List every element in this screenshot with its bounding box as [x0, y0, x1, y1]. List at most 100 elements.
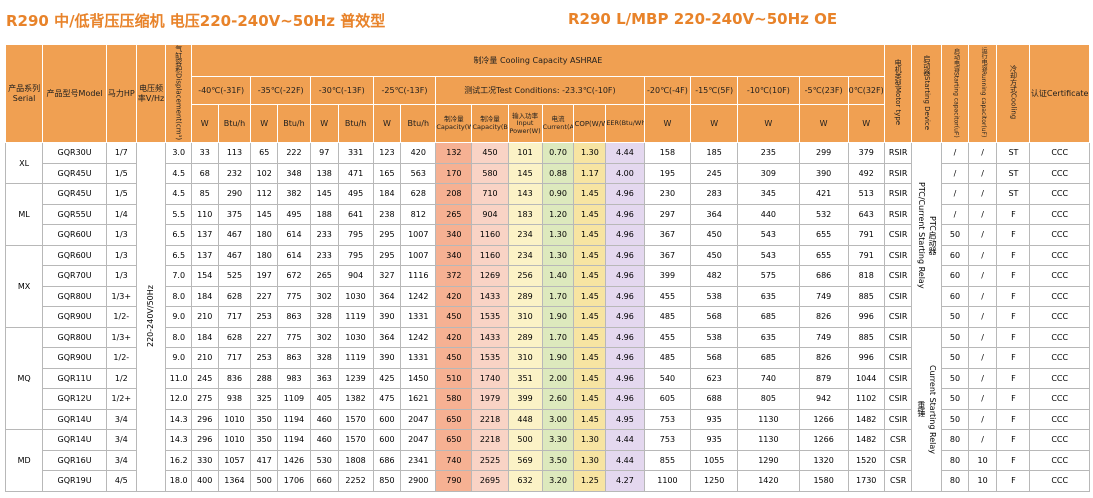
cell-btu-30: 795	[337, 224, 374, 246]
cell-starting-capacitor: 60	[941, 244, 969, 267]
cell-motor-type: CSR	[883, 429, 913, 451]
cell-motor-type: CSR	[883, 470, 913, 492]
cell-current: 3.20	[541, 470, 575, 492]
cell-btu-30: 1239	[337, 367, 374, 390]
cell-btu-35: 614	[277, 244, 311, 267]
cell-capacity-btu: 1740	[471, 367, 509, 390]
cell-w-35: 180	[250, 244, 278, 267]
cell-starting-capacitor: 80	[941, 429, 969, 451]
cell-btu-40: 938	[217, 388, 252, 410]
cell-running-capacitor: /	[967, 203, 998, 226]
cell-w-0: 885	[847, 326, 885, 349]
cell-certificate: CCC	[1029, 449, 1090, 472]
cell-w-30: 138	[309, 162, 339, 185]
cell-eer: 4.44	[605, 429, 645, 451]
cell-w-0: 885	[847, 285, 885, 308]
cell-certificate: CCC	[1029, 306, 1090, 328]
cell-hp: 1/5	[105, 162, 137, 185]
cell-hp: 3/4	[105, 408, 137, 431]
table-row: MD GQR14U 3/4 14.3 296 1010 350 1194 460 1570 600 2…	[4, 429, 1090, 492]
cell-starting-capacitor: 50	[941, 367, 969, 390]
cell-eer: 4.44	[605, 449, 645, 472]
cell-w-0: 791	[847, 224, 885, 246]
cell-input-power: 183	[507, 203, 543, 226]
cell-hp: 3/4	[105, 449, 137, 472]
cell-running-capacitor: /	[967, 224, 998, 246]
cell-w-40: 296	[190, 408, 219, 431]
header-starting-device: 启动器Starting Device	[911, 43, 943, 144]
cell-w-5: 299	[798, 142, 849, 164]
cell-hp: 1/5	[105, 183, 137, 205]
cell-motor-type: RSIR	[883, 142, 913, 164]
starting-device-value: Current Starting Relay	[928, 364, 938, 454]
cell-capacity-w: 420	[435, 285, 473, 308]
cell-btu-35: 222	[277, 142, 311, 164]
header-unit-btu: Btu/h	[217, 104, 252, 144]
cell-capacity-w: 450	[435, 347, 473, 369]
cell-btu-35: 775	[277, 285, 311, 308]
cell-w-10: 1290	[737, 449, 800, 472]
cell-w-20: 367	[643, 224, 692, 246]
header-unit-w: W	[309, 104, 339, 144]
cell-model: GQR16U	[42, 449, 107, 472]
cell-current: 1.90	[541, 347, 575, 369]
cell-btu-25: 2341	[400, 449, 437, 472]
header-certificate: 认证Certificate	[1029, 43, 1090, 144]
cell-capacity-w: 132	[435, 142, 473, 164]
cell-capacity-w: 420	[435, 326, 473, 349]
cell-cooling: F	[996, 306, 1031, 328]
cell-displacement: 3.0	[165, 142, 192, 164]
cell-btu-40: 1010	[217, 408, 252, 431]
cell-w-35: 65	[250, 142, 278, 164]
cell-starting-capacitor: /	[941, 183, 969, 205]
cell-starting-capacitor: /	[941, 142, 969, 164]
cell-cooling: F	[996, 285, 1031, 308]
cell-capacity-w: 650	[435, 429, 473, 451]
cell-model: GQR19U	[42, 470, 107, 492]
cell-current: 2.60	[541, 388, 575, 410]
cell-w-35: 325	[250, 388, 278, 410]
cell-cooling: ST	[996, 162, 1031, 185]
cell-w-30: 460	[309, 429, 339, 451]
cell-w-5: 390	[798, 162, 849, 185]
cell-w-0: 818	[847, 265, 885, 287]
cell-eer: 4.27	[605, 470, 645, 492]
cell-cooling: F	[996, 347, 1031, 369]
cell-cop: 1.45	[573, 224, 607, 246]
cell-displacement: 12.0	[165, 388, 192, 410]
cell-w-20: 605	[643, 388, 692, 410]
cell-current: 1.70	[541, 326, 575, 349]
cell-w-5: 421	[798, 183, 849, 205]
cell-w-25: 165	[372, 162, 402, 185]
cell-displacement: 4.5	[165, 162, 192, 185]
cell-w-25: 295	[372, 244, 402, 267]
cell-btu-30: 1119	[337, 347, 374, 369]
cell-btu-25: 2900	[400, 470, 437, 492]
cell-capacity-btu: 2695	[471, 470, 509, 492]
cell-input-power: 632	[507, 470, 543, 492]
cell-w-0: 996	[847, 306, 885, 328]
cell-cop: 1.45	[573, 367, 607, 390]
cell-eer: 4.96	[605, 347, 645, 369]
cell-w-40: 110	[190, 203, 219, 226]
cell-certificate: CCC	[1029, 162, 1090, 185]
header-temp-0: 0℃(32F)	[847, 76, 885, 106]
cell-cooling: ST	[996, 183, 1031, 205]
cell-starting-capacitor: 50	[941, 224, 969, 246]
cell-running-capacitor: /	[967, 142, 998, 164]
cell-w-35: 180	[250, 224, 278, 246]
voltage-value: 220-240V/50Hz	[146, 284, 156, 347]
header-motor-type: 电机类型Motor type	[883, 43, 913, 144]
cell-starting-capacitor: 80	[941, 449, 969, 472]
cell-w-35: 253	[250, 347, 278, 369]
header-model: 产品型号Model	[42, 43, 107, 144]
cell-w-5: 1320	[798, 449, 849, 472]
cell-model: GQR14U	[42, 429, 107, 451]
cell-w-25: 600	[372, 408, 402, 431]
cell-motor-type: RSIR	[883, 183, 913, 205]
cell-running-capacitor: 10	[967, 470, 998, 492]
cell-w-20: 399	[643, 265, 692, 287]
table-row: XL GQR30U 1/7 220-240V/50Hz 3.0 33 113 65 222 97 3…	[4, 142, 1090, 492]
cell-capacity-btu: 2218	[471, 408, 509, 431]
cell-starting-capacitor: /	[941, 162, 969, 185]
